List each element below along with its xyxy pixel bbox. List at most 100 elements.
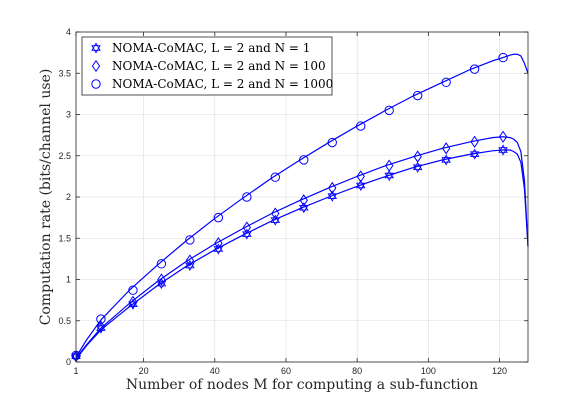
hexagram-down	[412, 164, 423, 173]
hexagram-down	[156, 280, 167, 290]
hexagram-up	[185, 259, 195, 269]
hexagram-up	[355, 179, 366, 189]
legend-item: NOMA-CoMAC, L = 2 and N = 100	[91, 59, 326, 73]
hexagram-up	[270, 214, 281, 223]
data-point	[498, 130, 508, 143]
legend-label: NOMA-CoMAC, L = 2 and N = 1000	[112, 77, 333, 91]
hexagram-up	[384, 170, 394, 179]
x-tick-label: 100	[421, 366, 436, 376]
data-point	[498, 52, 508, 63]
data-point	[242, 228, 252, 240]
data-point	[328, 181, 337, 195]
y-tick-label: 2.5	[58, 151, 71, 161]
y-tick-label: 2	[66, 192, 71, 202]
y-tick-label: 3.5	[58, 68, 71, 78]
x-tick-label: 120	[492, 366, 507, 376]
data-point	[213, 243, 224, 255]
data-point	[470, 135, 479, 148]
data-point	[299, 194, 308, 207]
data-point	[412, 161, 423, 173]
hexagram-down	[270, 217, 281, 226]
data-point	[213, 212, 224, 223]
legend: NOMA-CoMAC, L = 2 and N = 1 NOMA-CoMAC, L…	[81, 36, 333, 96]
hexagram-down	[355, 182, 366, 191]
data-point	[384, 105, 394, 116]
hexagram-down	[384, 172, 394, 182]
hexagram-down	[498, 147, 508, 156]
legend-item: NOMA-CoMAC, L = 2 and N = 1	[91, 41, 310, 55]
data-point	[185, 259, 195, 271]
hexagram-up	[469, 148, 480, 157]
data-point	[327, 137, 337, 148]
y-axis-label: Computation rate (bits/channel use)	[38, 69, 54, 326]
hexagram-down	[441, 157, 451, 166]
series-3	[71, 52, 529, 361]
series-line	[75, 53, 529, 357]
data-point	[299, 155, 309, 165]
hexagram-down	[128, 301, 138, 310]
data-point	[242, 221, 252, 234]
hexagram-down	[242, 231, 252, 240]
x-axis-label: Number of nodes M for computing a sub-fu…	[126, 377, 478, 393]
y-tick-label: 4	[66, 27, 71, 37]
hexagram-down	[469, 151, 480, 160]
legend-label: NOMA-CoMAC, L = 2 and N = 100	[112, 59, 326, 73]
data-point	[128, 285, 138, 295]
data-point	[91, 79, 101, 89]
x-tick-label: 20	[139, 366, 149, 376]
tick-layer: 00.511.522.533.541 20 40 60 80 100 120	[58, 27, 528, 376]
data-point	[91, 59, 101, 73]
data-point	[91, 42, 101, 54]
data-point	[469, 64, 480, 74]
data-point	[498, 144, 508, 156]
data-point	[156, 259, 167, 269]
x-tick-label: 40	[210, 366, 220, 376]
x-tick-label: 1	[73, 366, 78, 376]
y-tick-label: 3	[66, 110, 71, 120]
hexagram-up	[91, 42, 101, 51]
x-tick-label: 60	[281, 366, 291, 376]
data-point	[356, 170, 365, 183]
hexagram-up	[213, 243, 224, 252]
data-point	[355, 179, 366, 191]
legend-item: NOMA-CoMAC, L = 2 and N = 1000	[91, 77, 333, 91]
hexagram-up	[242, 228, 252, 237]
data-point	[270, 172, 281, 182]
data-point	[384, 170, 394, 182]
series-layer	[71, 52, 529, 363]
series-2	[71, 130, 529, 363]
data-point	[128, 295, 138, 308]
data-point	[185, 254, 195, 267]
y-tick-label: 1.5	[58, 233, 71, 243]
y-tick-label: 0	[66, 357, 71, 367]
data-point	[412, 90, 423, 101]
hexagram-up	[498, 144, 508, 153]
data-point	[356, 121, 366, 131]
legend-box	[81, 36, 333, 96]
data-point	[441, 142, 451, 155]
hexagram-up	[298, 202, 309, 211]
data-point	[214, 237, 223, 250]
data-point	[413, 150, 422, 163]
x-tick-label: 80	[352, 366, 362, 376]
hexagram-down	[185, 262, 195, 271]
legend-label: NOMA-CoMAC, L = 2 and N = 1	[112, 41, 310, 55]
data-point	[242, 192, 252, 202]
hexagram-up	[412, 161, 423, 171]
y-tick-label: 0.5	[58, 316, 71, 326]
data-point	[96, 314, 106, 324]
y-tick-label: 1	[66, 275, 71, 285]
hexagram-down	[213, 246, 224, 255]
hexagram-up	[441, 154, 451, 163]
data-point	[157, 273, 166, 286]
data-point	[385, 159, 394, 172]
data-point	[469, 148, 480, 160]
data-point	[185, 235, 195, 245]
hexagram-up	[327, 190, 338, 199]
data-point	[96, 320, 106, 333]
data-point	[271, 207, 280, 220]
hexagram-down	[91, 45, 101, 54]
data-point	[441, 77, 451, 88]
data-point	[441, 154, 451, 166]
